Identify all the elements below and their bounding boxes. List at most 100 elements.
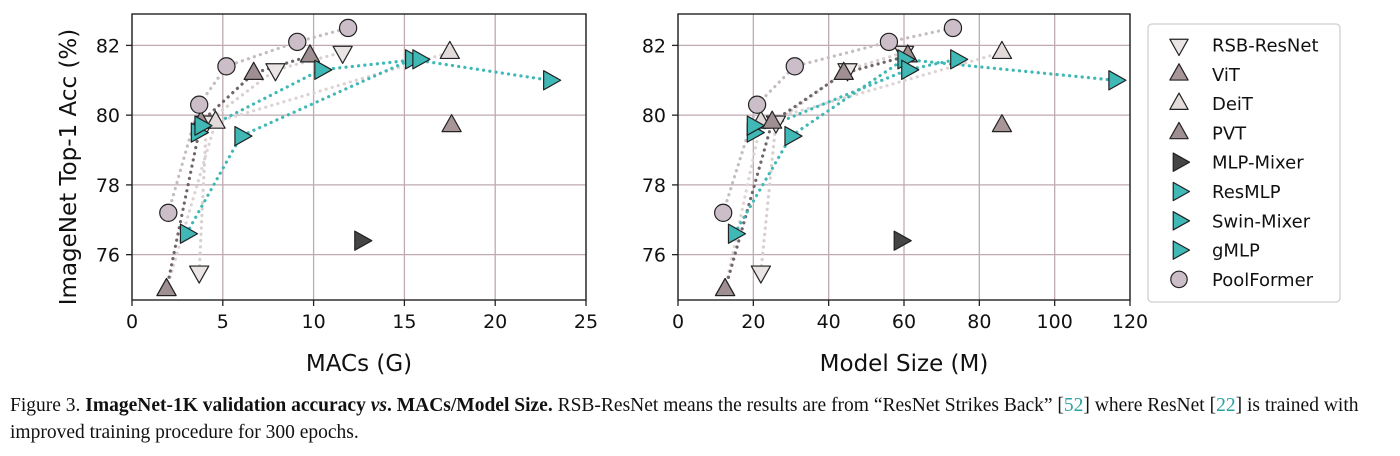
series-line-poolformer	[721, 26, 955, 215]
series-line-poolformer	[166, 26, 350, 215]
x-tick-label: 40	[817, 311, 841, 333]
series-line-pvt	[723, 54, 910, 292]
legend-marker-rsb-resnet	[1169, 38, 1189, 57]
y-tick-label: 76	[642, 245, 666, 267]
x-tick-label: 20	[483, 311, 507, 333]
x-tick-label: 80	[967, 311, 991, 333]
caption-prefix: Figure 3.	[10, 395, 86, 416]
data-point-poolformer	[879, 32, 899, 52]
caption-text-3: ] is trained with improved training proc…	[10, 395, 1359, 443]
y-tick-label: 78	[642, 175, 666, 197]
caption-vs: vs	[370, 395, 387, 416]
legend-label-rsb-resnet: RSB-ResNet	[1212, 36, 1319, 57]
legend-marker-resmlp	[1172, 181, 1191, 202]
legend-label-swin-mixer: Swin-Mixer	[1212, 211, 1311, 232]
data-point-mlp-mixer	[893, 230, 912, 251]
data-point-resmlp	[234, 125, 253, 147]
data-point-resmlp	[784, 125, 803, 147]
series-line-rsb-resnet	[759, 50, 906, 274]
data-point-resmlp	[543, 70, 562, 91]
data-point-poolformer	[943, 18, 963, 38]
data-point-poolformer	[217, 57, 236, 76]
legend-marker-deit	[1169, 92, 1189, 110]
y-axis-label: ImageNet Top-1 Acc (%)	[56, 29, 82, 306]
data-point-pvt	[156, 277, 177, 297]
data-point-mlp-mixer	[354, 230, 373, 251]
plot-frame	[131, 13, 587, 301]
data-point-poolformer	[747, 95, 767, 114]
citation-link-22[interactable]: 22	[1216, 395, 1236, 416]
x-tick-label: 60	[892, 311, 916, 333]
data-point-vit	[441, 114, 462, 133]
data-point-resmlp	[179, 223, 199, 244]
data-point-pvt	[299, 44, 321, 63]
caption-title-tail: . MACs/Model Size.	[386, 395, 553, 416]
series-line-resmlp	[184, 57, 552, 236]
legend-marker-poolformer	[1170, 270, 1188, 289]
data-point-vit	[991, 114, 1013, 133]
data-point-swin-mixer	[901, 59, 920, 80]
data-point-swin-mixer	[412, 49, 431, 70]
y-tick-label: 80	[96, 105, 120, 127]
legend-label-vit: ViT	[1212, 65, 1241, 86]
legend: RSB-ResNet ViT DeiT PVT MLP-Mixer ResMLP Swin-…	[1147, 23, 1341, 303]
data-point-gmlp	[746, 115, 765, 136]
data-point-rsb-resnet	[265, 63, 286, 82]
legend-box	[1147, 23, 1341, 303]
legend-label-pvt: PVT	[1212, 123, 1247, 144]
y-tick-label: 82	[96, 35, 120, 57]
data-point-swin-mixer	[950, 49, 969, 70]
data-point-swin-mixer	[314, 59, 333, 80]
data-point-pvt	[243, 61, 264, 80]
legend-marker-gmlp	[1172, 240, 1191, 260]
x-tick-label: 20	[741, 311, 765, 333]
data-point-resmlp	[1108, 70, 1127, 91]
data-point-poolformer	[785, 57, 804, 76]
legend-marker-vit	[1169, 63, 1189, 81]
x-tick-label: 10	[302, 311, 326, 333]
legend-marker-swin-mixer	[1172, 211, 1191, 231]
y-tick-label: 80	[642, 105, 666, 127]
y-tick-label: 82	[642, 35, 666, 57]
legend-label-gmlp: gMLP	[1212, 241, 1260, 262]
y-tick-label: 78	[96, 175, 120, 197]
legend-marker-pvt	[1169, 121, 1189, 140]
series-line-deit	[164, 50, 452, 292]
x-tick-label: 100	[1037, 311, 1073, 333]
x-tick-label: 120	[1112, 311, 1148, 333]
model-size-panel: 0 20 40 60 80 100 120 76 78 80 82 Model Size (M)	[642, 13, 1148, 377]
caption-text-2: ] where ResNet [	[1083, 395, 1217, 416]
data-point-rsb-resnet	[750, 265, 772, 284]
data-point-rsb-resnet	[332, 45, 353, 64]
x-axis-label: MACs (G)	[306, 351, 412, 377]
data-point-pvt	[761, 110, 783, 129]
x-tick-label: 0	[672, 311, 684, 333]
series-line-swin-mixer	[751, 57, 959, 135]
data-point-gmlp	[194, 115, 213, 136]
y-tick-label: 76	[96, 245, 120, 267]
x-tick-label: 5	[217, 311, 229, 333]
data-point-pvt	[714, 277, 736, 297]
figure: 0 5 10 15 20 25 76 78 80 82 MACs (G) ImageNet Top-1…	[56, 13, 1341, 377]
caption-text-1: RSB-ResNet means the results are from “R…	[552, 395, 1064, 416]
x-axis-label: Model Size (M)	[820, 351, 989, 377]
x-tick-label: 0	[126, 311, 138, 333]
macs-panel: 0 5 10 15 20 25 76 78 80 82 MACs (G) ImageNet Top-1…	[56, 13, 598, 377]
data-point-rsb-resnet	[189, 265, 210, 284]
series-line-rsb-resnet	[197, 50, 345, 274]
data-point-poolformer	[159, 203, 178, 222]
x-tick-label: 25	[574, 311, 598, 333]
legend-label-poolformer: PoolFormer	[1212, 270, 1314, 291]
legend-marker-mlp-mixer	[1172, 152, 1191, 172]
legend-label-resmlp: ResMLP	[1212, 182, 1281, 203]
data-point-deit	[439, 40, 460, 60]
caption-title: ImageNet-1K validation accuracy	[85, 395, 371, 416]
legend-label-deit: DeiT	[1212, 94, 1254, 115]
data-point-resmlp	[727, 223, 747, 244]
x-tick-label: 15	[392, 311, 416, 333]
data-point-deit	[205, 110, 226, 129]
citation-link-52[interactable]: 52	[1063, 395, 1084, 416]
data-point-deit	[991, 40, 1013, 60]
data-point-poolformer	[190, 95, 209, 114]
data-point-pvt	[833, 61, 854, 80]
